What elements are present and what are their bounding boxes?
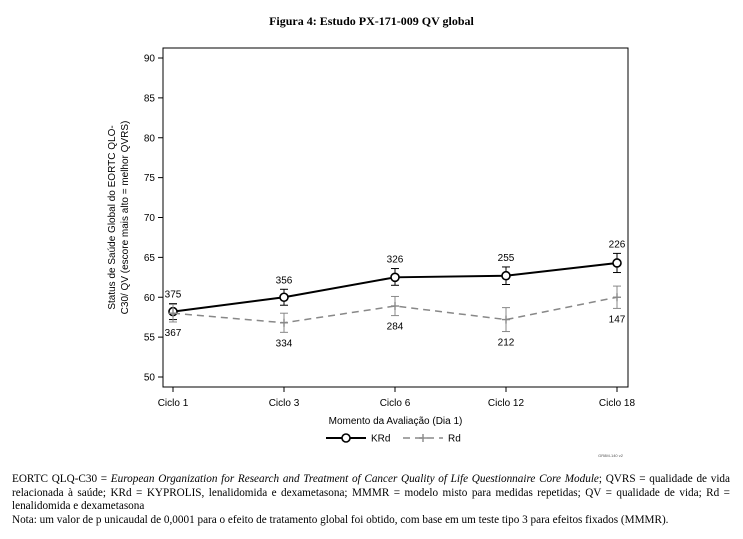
x-tick-label: Ciclo 6: [380, 398, 411, 409]
caption-abbrev-italic: European Organization for Research and T…: [110, 473, 599, 485]
krd-point: [612, 258, 622, 268]
legend-rd-label: Rd: [448, 434, 461, 445]
caption-note: Nota: um valor de p unicaudal de 0,0001 …: [12, 513, 669, 526]
y-tick-label: 55: [144, 333, 156, 344]
krd-n-label: 356: [276, 275, 293, 286]
rd-n-label: 212: [498, 338, 515, 349]
figure-code: GR8M-140 v2: [598, 453, 624, 458]
y-tick-label: 50: [144, 373, 156, 384]
caption-abbrev-prefix: EORTC QLQ-C30 =: [12, 473, 111, 485]
krd-point: [279, 292, 289, 303]
rd-n-label: 334: [276, 338, 293, 349]
krd-n-label: 326: [387, 255, 404, 266]
figure-caption: EORTC QLQ-C30 = European Organization fo…: [12, 473, 730, 527]
x-tick-label: Ciclo 18: [599, 398, 636, 409]
rd-n-label: 284: [387, 322, 404, 333]
caption-abbreviations: EORTC QLQ-C30 = European Organization fo…: [12, 473, 730, 514]
krd-n-label: 226: [609, 239, 626, 250]
caption-abbrev-suffix: ; QVRS = qualidade de vida relacionada à…: [12, 473, 730, 513]
legend-krd-label: KRd: [371, 434, 390, 445]
y-tick-label: 60: [144, 293, 156, 304]
rd-n-label: 367: [165, 328, 182, 339]
qol-line-chart: 50 55 60 65 70 75 80 85 90 Ciclo 1 Ciclo 3 Ciclo 6 C…: [107, 47, 636, 458]
y-tick-label: 75: [144, 173, 156, 184]
x-tick-label: Ciclo 3: [269, 398, 300, 409]
rd-series-line: [172, 296, 618, 324]
y-tick-label: 90: [144, 54, 156, 65]
krd-point: [501, 270, 511, 281]
legend-krd-marker: [341, 433, 351, 443]
x-tick-label: Ciclo 1: [158, 398, 189, 409]
rd-n-label: 147: [609, 314, 626, 325]
x-tick-label: Ciclo 12: [488, 398, 525, 409]
figure-title: Figura 4: Estudo PX-171-009 QV global: [269, 14, 474, 28]
y-tick-label: 70: [144, 213, 156, 224]
y-tick-label: 85: [144, 93, 156, 104]
krd-point: [390, 272, 400, 283]
y-axis-title-line1: Status de Saúde Global do EORTC QLO-: [107, 125, 118, 309]
plot-frame: [162, 47, 629, 388]
x-axis-title: Momento da Avaliação (Dia 1): [329, 416, 463, 427]
krd-n-label: 375: [165, 290, 182, 301]
krd-n-label: 255: [498, 253, 515, 264]
y-tick-label: 80: [144, 133, 156, 144]
y-axis-title-line2: C30/ QV (escore mais alto = melhor QVRS): [120, 121, 131, 315]
y-tick-label: 65: [144, 253, 156, 264]
